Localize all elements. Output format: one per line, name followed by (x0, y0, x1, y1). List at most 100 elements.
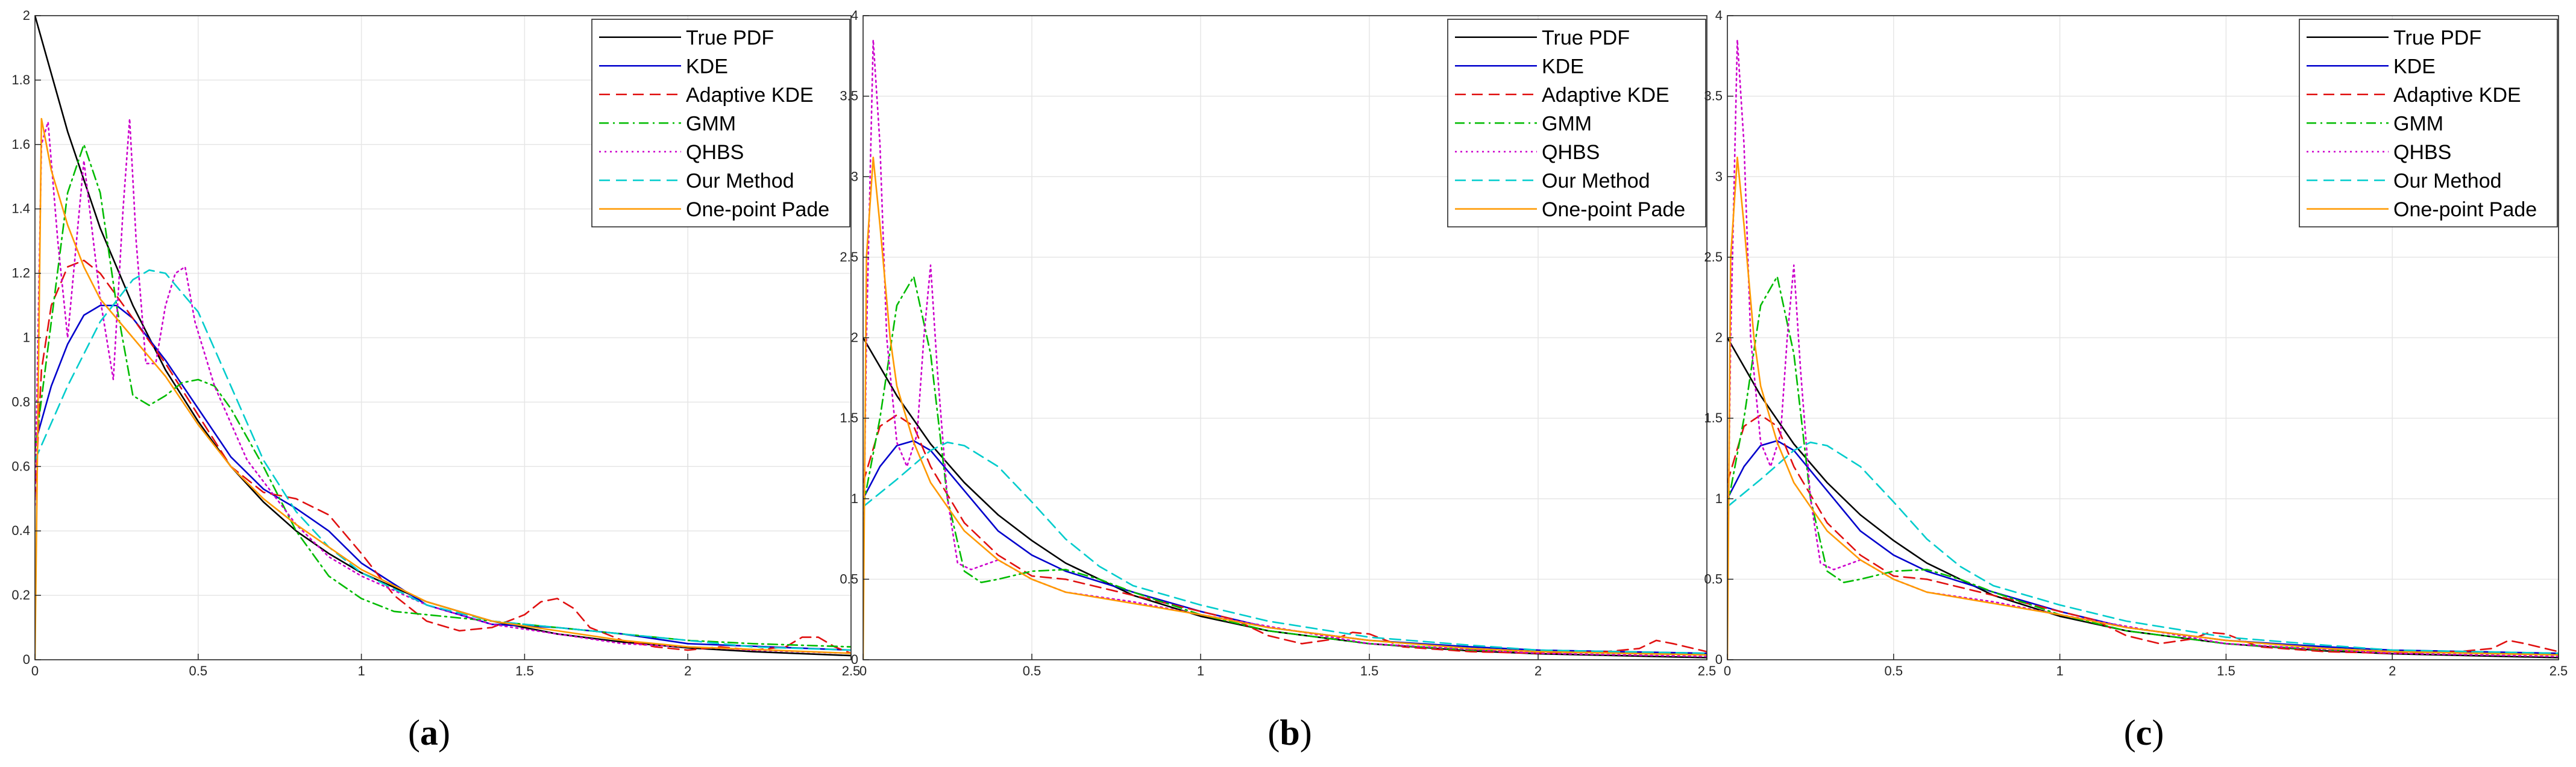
y-tick-label: 3.5 (1704, 89, 1723, 104)
series-line-qhbs (863, 39, 1707, 657)
legend-label-one-point-pade: One-point Pade (1542, 198, 1685, 221)
y-tick-label: 0.8 (11, 394, 30, 409)
y-tick-label: 0 (851, 652, 858, 667)
y-tick-label: 0.5 (840, 571, 858, 586)
x-tick-label: 0 (31, 663, 39, 678)
y-tick-label: 1.6 (11, 137, 30, 152)
series-line-one-point-pade (1727, 156, 2559, 660)
legend-label-gmm: GMM (2393, 112, 2443, 135)
legend-label-our-method: Our Method (2393, 169, 2502, 192)
caption-open-paren: ( (408, 713, 420, 753)
legend-label-true-pdf: True PDF (2393, 27, 2481, 49)
x-tick-label: 1 (357, 663, 365, 678)
legend-label-adaptive-kde: Adaptive KDE (1542, 84, 1670, 107)
series-line-our-method (1727, 441, 2559, 654)
y-tick-label: 1 (23, 330, 30, 345)
legend: True PDF KDE Adaptive KDE GMM QHBS Our Method… (1447, 19, 1706, 228)
caption-open-paren: ( (2124, 713, 2136, 753)
panel-caption: (a) (408, 713, 450, 753)
x-tick-label: 1.5 (2217, 663, 2235, 678)
x-tick-label: 0.5 (1023, 663, 1041, 678)
y-tick-label: 2 (23, 8, 30, 23)
legend-label-true-pdf: True PDF (686, 27, 774, 49)
legend-label-qhbs: QHBS (1542, 141, 1600, 164)
y-tick-label: 0 (23, 652, 30, 667)
x-tick-label: 1 (2056, 663, 2063, 678)
y-tick-label: 1.5 (1704, 410, 1723, 425)
caption-letter: b (1280, 713, 1299, 753)
series-line-true-pdf (35, 16, 851, 657)
y-tick-label: 0.5 (1704, 571, 1723, 586)
caption-letter: c (2136, 713, 2152, 753)
legend-label-gmm: GMM (1542, 112, 1592, 135)
series-group (35, 16, 851, 660)
legend-label-qhbs: QHBS (2393, 141, 2451, 164)
y-tick-label: 4 (1715, 8, 1723, 23)
x-tick-label: 2.5 (2549, 663, 2568, 678)
legend-label-qhbs: QHBS (686, 141, 744, 164)
legend-label-adaptive-kde: Adaptive KDE (2393, 84, 2521, 107)
y-tick-label: 2 (1715, 330, 1723, 345)
legend: True PDF KDE Adaptive KDE GMM QHBS Our Method… (2299, 19, 2558, 228)
legend-label-our-method: Our Method (686, 169, 794, 192)
series-line-kde (1727, 440, 2559, 654)
series-line-kde (863, 440, 1707, 654)
y-tick-label: 3 (851, 169, 858, 184)
legend-label-kde: KDE (1542, 55, 1584, 78)
x-tick-label: 2 (1535, 663, 1542, 678)
x-tick-label: 1.5 (1360, 663, 1379, 678)
legend-label-kde: KDE (2393, 55, 2436, 78)
y-tick-label: 1.4 (11, 201, 30, 216)
caption-close-paren: ) (438, 713, 450, 753)
legend-box (2299, 19, 2558, 228)
legend-box (591, 19, 850, 228)
x-tick-label: 2.5 (842, 663, 861, 678)
series-line-one-point-pade (35, 117, 851, 660)
x-tick-label: 0.5 (189, 663, 208, 678)
series-group (1727, 39, 2559, 660)
caption-close-paren: ) (2152, 713, 2164, 753)
y-tick-label: 3 (1715, 169, 1723, 184)
y-tick-label: 2.5 (840, 249, 858, 265)
y-tick-label: 2.5 (1704, 249, 1723, 265)
caption-letter: a (420, 713, 438, 753)
legend-label-adaptive-kde: Adaptive KDE (686, 84, 814, 107)
panel-caption: (c) (2124, 713, 2164, 753)
series-group (863, 39, 1707, 660)
y-tick-label: 0.2 (11, 587, 30, 603)
y-tick-label: 4 (851, 8, 858, 23)
legend-label-one-point-pade: One-point Pade (2393, 198, 2537, 221)
y-tick-label: 2 (851, 330, 858, 345)
y-tick-label: 0 (1715, 652, 1723, 667)
series-line-our-method (35, 269, 851, 651)
y-tick-label: 1.2 (11, 266, 30, 281)
x-tick-label: 0 (859, 663, 867, 678)
y-tick-label: 0.4 (11, 523, 30, 538)
legend-label-our-method: Our Method (1542, 169, 1650, 192)
y-tick-label: 1.8 (11, 72, 30, 87)
series-line-qhbs (1727, 39, 2559, 657)
y-tick-label: 1.5 (840, 410, 858, 425)
caption-open-paren: ( (1268, 713, 1280, 753)
caption-close-paren: ) (1300, 713, 1312, 753)
legend-label-gmm: GMM (686, 112, 736, 135)
chart-panel-a: 0 0.5 1 1.5 2 2.500.20.40.60.811.21.41.61.82T… (11, 8, 860, 753)
series-line-one-point-pade (863, 156, 1707, 660)
chart-panel-c: 0 0.5 1 1.5 2 2.5 0 0.5 1 1.5 2 2.5 3 3.5 4 True PDF KDE… (1704, 8, 2568, 753)
series-line-adaptive-kde (1727, 414, 2559, 654)
x-tick-label: 2 (684, 663, 691, 678)
legend-label-true-pdf: True PDF (1542, 27, 1630, 49)
x-tick-label: 0.5 (1885, 663, 1903, 678)
panel-caption: (b) (1268, 713, 1312, 753)
legend: True PDF KDE Adaptive KDE GMM QHBS Our Method… (591, 19, 850, 228)
legend-box (1447, 19, 1706, 228)
x-tick-label: 0 (1724, 663, 1731, 678)
y-tick-label: 1 (851, 491, 858, 506)
legend-label-kde: KDE (686, 55, 728, 78)
y-tick-label: 3.5 (840, 89, 858, 104)
x-tick-label: 1.5 (515, 663, 534, 678)
x-tick-label: 2.5 (1698, 663, 1717, 678)
y-tick-label: 1 (1715, 491, 1723, 506)
